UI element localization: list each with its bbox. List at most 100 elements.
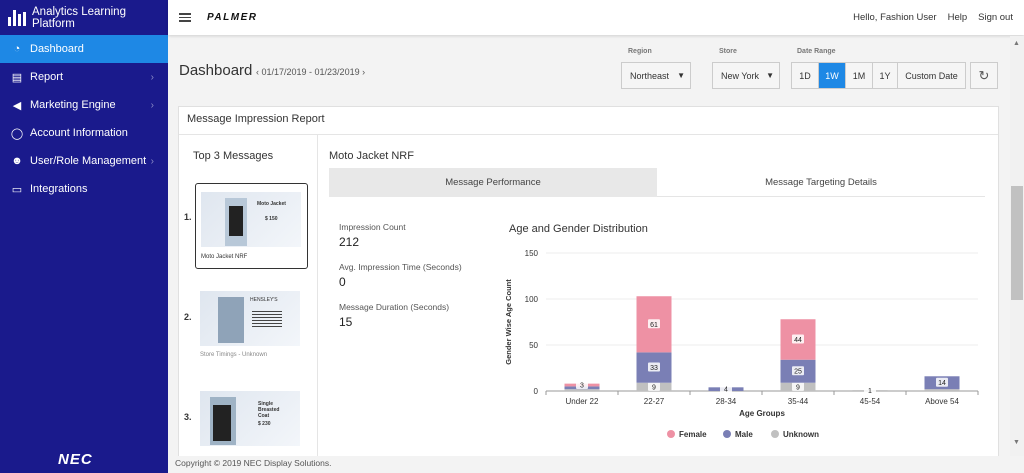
help-link[interactable]: Help — [947, 12, 968, 23]
sidebar-item-user-role-management[interactable]: ☻ User/Role Management › — [0, 147, 168, 175]
data-label-bg — [792, 366, 804, 376]
data-label: 9 — [796, 384, 800, 391]
message-headline: Moto Jacket — [257, 201, 286, 207]
sidebar-item-account-information[interactable]: ◯ Account Information — [0, 119, 168, 147]
scroll-thumb[interactable] — [1011, 186, 1023, 300]
region-value: Northeast — [630, 70, 670, 81]
topbar: PALMER Hello, Fashion User Help Sign out — [168, 0, 1024, 35]
chevron-right-icon: › — [150, 71, 154, 83]
region-select[interactable]: Northeast ▼ — [621, 62, 691, 89]
top3-title: Top 3 Messages — [193, 150, 274, 162]
x-tick-label: 35-44 — [788, 397, 809, 406]
sidebar: Analytics Learning Platform ◔ Dashboard … — [0, 0, 168, 473]
region-label: Region — [628, 48, 652, 55]
impression-count-label: Impression Count — [339, 222, 406, 232]
tab-message-targeting-details[interactable]: Message Targeting Details — [765, 177, 877, 188]
data-label-bg — [648, 381, 660, 391]
data-label: 1 — [868, 388, 872, 395]
message-thumbnail-2[interactable]: HENSLEY'S Store Timings - Unknown — [195, 285, 308, 371]
nec-logo: NEC — [58, 451, 93, 468]
message-image: Single Breasted Coat $ 230 — [200, 391, 300, 446]
sidebar-item-label: Report — [30, 71, 64, 83]
message-price: $ 150 — [265, 216, 278, 222]
bar-segment-unknown — [564, 389, 600, 391]
y-axis-label: Gender Wise Age Count — [504, 279, 513, 365]
age-gender-chart: 0 50 100 150 Gender Wise Age Count Under 22 3 2… — [504, 249, 979, 439]
selected-message-title: Moto Jacket NRF — [329, 150, 414, 162]
range-1w-button[interactable]: 1W — [819, 63, 846, 88]
date-range-navigator[interactable]: ‹ 01/17/2019 - 01/23/2019 › — [256, 67, 366, 77]
sidebar-item-report[interactable]: ▤ Report › — [0, 63, 168, 91]
x-tick-label: Above 54 — [925, 397, 959, 406]
x-tick-label: 28-34 — [716, 397, 737, 406]
y-tick-label: 50 — [529, 341, 538, 350]
data-label-bg — [648, 362, 660, 372]
scroll-down-arrow-icon[interactable]: ▼ — [1013, 439, 1020, 446]
store-hours-lines — [252, 311, 282, 329]
legend-label: Male — [735, 430, 753, 439]
range-1m-button[interactable]: 1M — [846, 63, 873, 88]
scroll-up-arrow-icon[interactable]: ▲ — [1013, 40, 1020, 47]
data-label: 9 — [652, 384, 656, 391]
data-label-bg — [936, 377, 948, 387]
store-select[interactable]: New York ▼ — [712, 62, 780, 89]
store-graphic — [218, 297, 244, 343]
sidebar-item-label: Integrations — [30, 183, 88, 195]
coat-figure — [213, 405, 231, 441]
user-icon: ◯ — [10, 127, 24, 140]
sidebar-item-integrations[interactable]: ▭ Integrations — [0, 175, 168, 203]
store-label: Store — [719, 48, 737, 55]
divider — [179, 134, 998, 135]
tab-message-performance[interactable]: Message Performance — [329, 168, 657, 197]
sidebar-item-dashboard[interactable]: ◔ Dashboard — [0, 35, 168, 63]
message-duration-label: Message Duration (Seconds) — [339, 302, 450, 312]
message-image: Moto Jacket $ 150 — [201, 192, 301, 247]
sidebar-item-marketing-engine[interactable]: ◀ Marketing Engine › — [0, 91, 168, 119]
data-label-bg — [576, 380, 588, 390]
message-image: HENSLEY'S — [200, 291, 300, 346]
sidebar-item-label: Account Information — [30, 127, 128, 139]
message-impression-card: Message Impression Report Top 3 Messages… — [178, 106, 999, 458]
range-1d-button[interactable]: 1D — [792, 63, 819, 88]
message-caption: Moto Jacket NRF — [201, 254, 248, 260]
hamburger-menu-icon[interactable] — [179, 13, 191, 22]
users-icon: ☻ — [11, 155, 23, 167]
signout-link[interactable]: Sign out — [978, 12, 1013, 23]
caret-down-icon: ▼ — [677, 71, 685, 80]
message-number: 3. — [184, 412, 192, 422]
footer: Copyright © 2019 NEC Display Solutions. — [168, 456, 1024, 473]
palmer-logo[interactable]: PALMER — [207, 12, 258, 23]
message-headline: Single Breasted Coat — [258, 401, 280, 419]
date-range-label: Date Range — [797, 48, 836, 55]
data-label: 33 — [650, 365, 658, 372]
y-tick-label: 0 — [534, 387, 539, 396]
message-headline: HENSLEY'S — [250, 297, 278, 303]
range-custom-button[interactable]: Custom Date — [905, 70, 958, 81]
caret-down-icon: ▼ — [766, 71, 774, 80]
x-tick-label: 45-54 — [860, 397, 881, 406]
sidebar-item-label: User/Role Management — [30, 155, 147, 167]
divider — [317, 135, 318, 457]
monitor-icon: ▭ — [11, 183, 23, 196]
message-number: 2. — [184, 312, 192, 322]
report-icon: ▤ — [11, 71, 23, 84]
y-tick-label: 150 — [525, 249, 539, 258]
refresh-button[interactable]: ↻ — [970, 62, 998, 89]
legend-swatch-unknown — [771, 430, 779, 438]
avg-impression-time-value: 0 — [339, 275, 346, 289]
range-1y-button[interactable]: 1Y — [873, 63, 898, 88]
sidebar-item-label: Marketing Engine — [30, 99, 116, 111]
data-label: 61 — [650, 322, 658, 329]
user-greeting-link[interactable]: Hello, Fashion User — [853, 12, 937, 23]
card-title: Message Impression Report — [187, 113, 325, 125]
data-label-bg — [792, 381, 804, 391]
jacket-figure — [229, 206, 243, 236]
message-thumbnail-3[interactable]: Single Breasted Coat $ 230 — [195, 385, 308, 457]
app-brand[interactable]: Analytics Learning Platform — [0, 0, 168, 35]
message-thumbnail-1[interactable]: Moto Jacket $ 150 Moto Jacket NRF — [195, 183, 308, 269]
date-range-buttons: 1D 1W 1M 1Y Custom Date — [791, 62, 966, 89]
divider — [657, 196, 985, 197]
message-caption: Store Timings - Unknown — [200, 352, 268, 358]
data-label: 25 — [794, 369, 802, 376]
chart-title: Age and Gender Distribution — [509, 223, 648, 235]
